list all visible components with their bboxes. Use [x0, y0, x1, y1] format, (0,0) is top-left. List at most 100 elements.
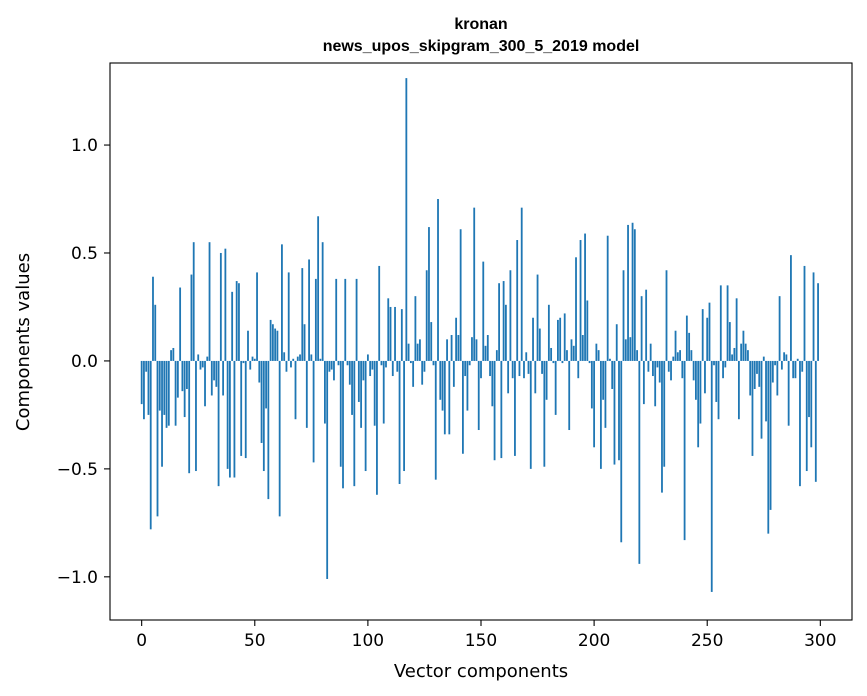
- bar-component-275: [762, 356, 765, 361]
- bar-component-292: [801, 360, 804, 372]
- bar-component-92: [348, 360, 351, 385]
- bar-component-56: [267, 360, 270, 500]
- bar-component-136: [448, 360, 451, 435]
- bar-component-100: [366, 354, 369, 361]
- bar-component-24: [195, 360, 197, 472]
- bar-component-59: [274, 328, 277, 361]
- bar-component-131: [437, 199, 439, 361]
- bar-component-159: [500, 360, 503, 459]
- bar-component-69: [296, 356, 299, 361]
- bar-component-94: [353, 360, 356, 487]
- bar-component-133: [441, 360, 444, 411]
- bar-component-201: [595, 343, 598, 361]
- bar-component-89: [342, 360, 344, 489]
- bar-component-242: [688, 332, 691, 361]
- bar-component-16: [176, 360, 179, 398]
- bar-component-188: [566, 350, 568, 361]
- bar-component-170: [525, 352, 528, 361]
- bar-component-274: [760, 360, 763, 439]
- bar-component-28: [204, 360, 206, 407]
- x-axis: 0 50 100 150 200 250 300: [136, 620, 837, 651]
- bar-component-163: [509, 270, 512, 361]
- bar-component-299: [817, 283, 819, 361]
- bar-component-65: [287, 272, 290, 361]
- bar-component-40: [231, 291, 234, 361]
- bar-component-162: [507, 360, 510, 394]
- bar-component-164: [511, 360, 514, 379]
- bar-component-44: [240, 360, 243, 456]
- bar-component-71: [301, 268, 304, 361]
- bar-component-267: [744, 343, 747, 361]
- bar-component-137: [450, 335, 453, 361]
- bar-component-61: [278, 360, 281, 517]
- bar-component-256: [719, 285, 722, 361]
- bar-component-233: [667, 360, 670, 372]
- bar-component-38: [226, 360, 229, 469]
- bar-component-80: [321, 242, 324, 361]
- bar-component-6: [154, 304, 157, 361]
- bar-component-95: [355, 278, 358, 361]
- bar-component-211: [618, 360, 620, 461]
- bar-component-25: [197, 354, 200, 361]
- bar-component-250: [706, 317, 709, 361]
- bar-component-112: [394, 306, 396, 361]
- bar-component-249: [704, 360, 706, 394]
- bar-component-180: [547, 304, 550, 361]
- bar-component-144: [466, 360, 469, 411]
- bar-component-208: [611, 360, 614, 389]
- bar-component-217: [631, 222, 634, 361]
- bar-component-138: [452, 360, 455, 387]
- bar-component-121: [414, 296, 417, 361]
- bar-component-175: [536, 274, 539, 361]
- bar-component-67: [292, 358, 295, 361]
- bar-component-13: [170, 350, 172, 361]
- bar-component-215: [627, 224, 629, 361]
- bar-component-266: [742, 330, 745, 361]
- bar-component-206: [606, 235, 609, 361]
- bar-component-109: [387, 298, 390, 361]
- bar-component-157: [495, 350, 498, 361]
- bar-component-171: [527, 360, 530, 374]
- bar-component-210: [615, 324, 618, 361]
- bar-component-291: [799, 360, 801, 487]
- bar-component-3: [147, 360, 150, 415]
- bar-component-21: [188, 360, 191, 474]
- bar-component-111: [391, 360, 394, 377]
- bar-component-247: [699, 360, 702, 424]
- bar-component-93: [351, 360, 353, 415]
- bar-component-214: [624, 339, 627, 361]
- bar-component-268: [747, 350, 749, 361]
- bar-component-145: [468, 360, 471, 366]
- bar-component-273: [758, 360, 761, 387]
- bar-component-9: [161, 360, 163, 467]
- bar-component-130: [434, 360, 437, 480]
- bar-component-26: [199, 360, 202, 370]
- bar-component-86: [335, 278, 338, 361]
- bar-component-229: [658, 360, 661, 383]
- y-tick-label: −0.5: [57, 460, 98, 480]
- bar-component-202: [597, 350, 600, 361]
- bar-component-181: [550, 347, 553, 361]
- bar-component-246: [697, 360, 700, 448]
- bar-component-290: [796, 358, 799, 361]
- bar-component-149: [477, 360, 480, 431]
- bar-component-245: [695, 360, 697, 400]
- bar-component-244: [692, 360, 695, 381]
- bar-component-182: [552, 360, 555, 364]
- bar-component-104: [376, 360, 378, 495]
- bar-component-287: [790, 255, 792, 361]
- bar-component-106: [380, 360, 383, 366]
- x-tick-label: 150: [465, 631, 497, 651]
- bar-component-286: [787, 360, 790, 426]
- bar-component-167: [518, 360, 521, 377]
- bar-component-147: [473, 207, 476, 361]
- bar-component-234: [670, 360, 672, 381]
- bar-component-85: [333, 360, 335, 381]
- bar-component-173: [532, 317, 534, 361]
- bar-component-20: [186, 360, 188, 389]
- bar-component-81: [324, 360, 326, 424]
- bar-component-98: [362, 360, 365, 381]
- chart-title-line-1: kronan: [454, 16, 507, 33]
- x-tick-label: 300: [804, 631, 836, 651]
- bar-component-258: [724, 360, 727, 368]
